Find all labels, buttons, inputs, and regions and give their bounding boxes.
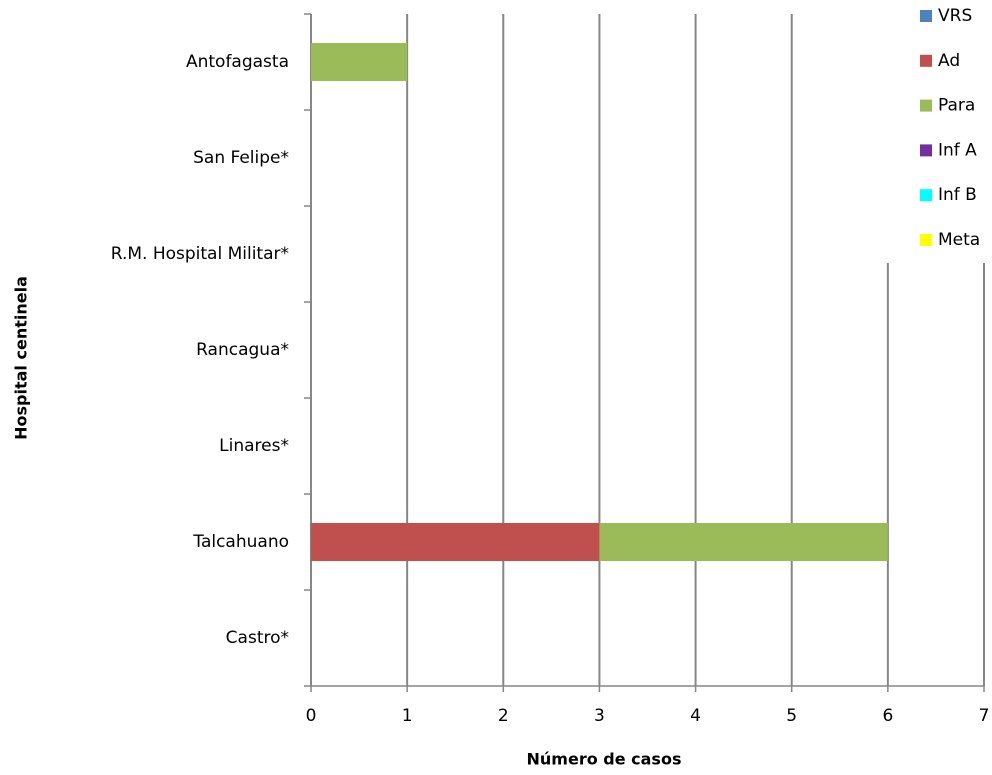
legend-swatch — [920, 54, 932, 67]
y-tick-label: Linares* — [219, 436, 289, 456]
y-tick-label: R.M. Hospital Militar* — [111, 244, 289, 264]
y-axis-label: Hospital centinela — [12, 276, 31, 440]
y-tick-label: Antofagasta — [186, 52, 289, 72]
legend-swatch — [920, 99, 932, 112]
legend-label: Ad — [938, 51, 960, 71]
legend-swatch — [920, 189, 932, 202]
bar-segment — [311, 43, 408, 81]
x-tick-label: 0 — [306, 706, 317, 726]
y-tick-label: Rancagua* — [196, 340, 289, 360]
y-tick-label: San Felipe* — [193, 148, 289, 168]
legend-label: VRS — [938, 6, 972, 26]
x-tick-label: 6 — [882, 706, 893, 726]
x-tick-label: 5 — [786, 706, 797, 726]
bar-segment — [311, 523, 600, 561]
legend-label: Meta — [938, 230, 980, 250]
x-tick-label: 7 — [979, 706, 990, 726]
bar-segment — [599, 523, 888, 561]
y-tick-label: Castro* — [226, 628, 289, 648]
legend-swatch — [920, 10, 932, 22]
x-tick-label: 2 — [498, 706, 509, 726]
x-tick-label: 3 — [594, 706, 605, 726]
legend-label: Inf A — [938, 140, 977, 160]
x-tick-label: 4 — [690, 706, 701, 726]
legend-label: Para — [938, 96, 975, 116]
legend-swatch — [920, 144, 932, 157]
y-tick-label: Talcahuano — [192, 532, 289, 552]
legend-box — [862, 0, 992, 263]
legend-label: Inf B — [938, 185, 977, 205]
x-tick-label: 1 — [402, 706, 413, 726]
legend-swatch — [920, 234, 932, 246]
x-axis-label: Número de casos — [527, 750, 682, 769]
